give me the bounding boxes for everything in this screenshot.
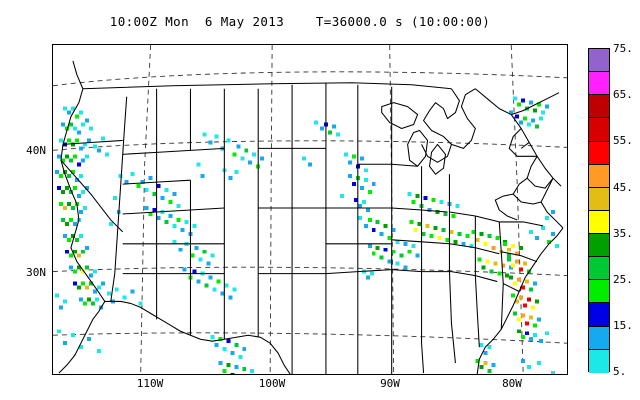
colorbar-band-25 [589,280,609,304]
colorbar-band-70 [589,72,609,96]
colorbar-band-40 [589,210,609,234]
y-tick-label-30n: 30N [26,266,46,279]
political-boundaries [58,60,564,374]
map-plot-area [52,44,568,375]
colorbar-tick-35: 35. [613,227,633,240]
graticule [53,45,567,374]
figure-title: 10:00Z Mon 6 May 2013 T=36000.0 s (10:00… [109,14,491,29]
x-tick-label-100w: 100W [258,377,286,390]
colorbar-tick-15: 15. [613,319,633,332]
colorbar-tick-5: 5. [613,365,627,378]
x-tick-label-110w: 110W [136,377,164,390]
colorbar-band-15 [589,326,609,350]
radar-reflectivity-field [54,96,560,374]
colorbar-band-35 [589,234,609,258]
colorbar-band-30 [589,257,609,281]
colorbar-tick-65: 65. [613,88,633,101]
colorbar-band-20 [589,303,609,327]
colorbar-tick-55: 55. [613,134,633,147]
colorbar-band-75 [589,49,609,73]
colorbar-tick-75: 75. [613,42,633,55]
colorbar-tick-25: 25. [613,273,633,286]
colorbar-band-45 [589,187,609,211]
colorbar-band-5 [589,349,609,373]
colorbar-band-60 [589,118,609,142]
reflectivity-colorbar [588,48,610,373]
map-canvas [53,45,567,374]
colorbar-band-50 [589,164,609,188]
x-tick-label-90w: 90W [380,377,400,390]
colorbar-band-65 [589,95,609,119]
colorbar-tick-45: 45. [613,181,633,194]
y-tick-label-40n: 40N [26,144,46,157]
colorbar-band-55 [589,141,609,165]
x-tick-label-80w: 80W [502,377,522,390]
